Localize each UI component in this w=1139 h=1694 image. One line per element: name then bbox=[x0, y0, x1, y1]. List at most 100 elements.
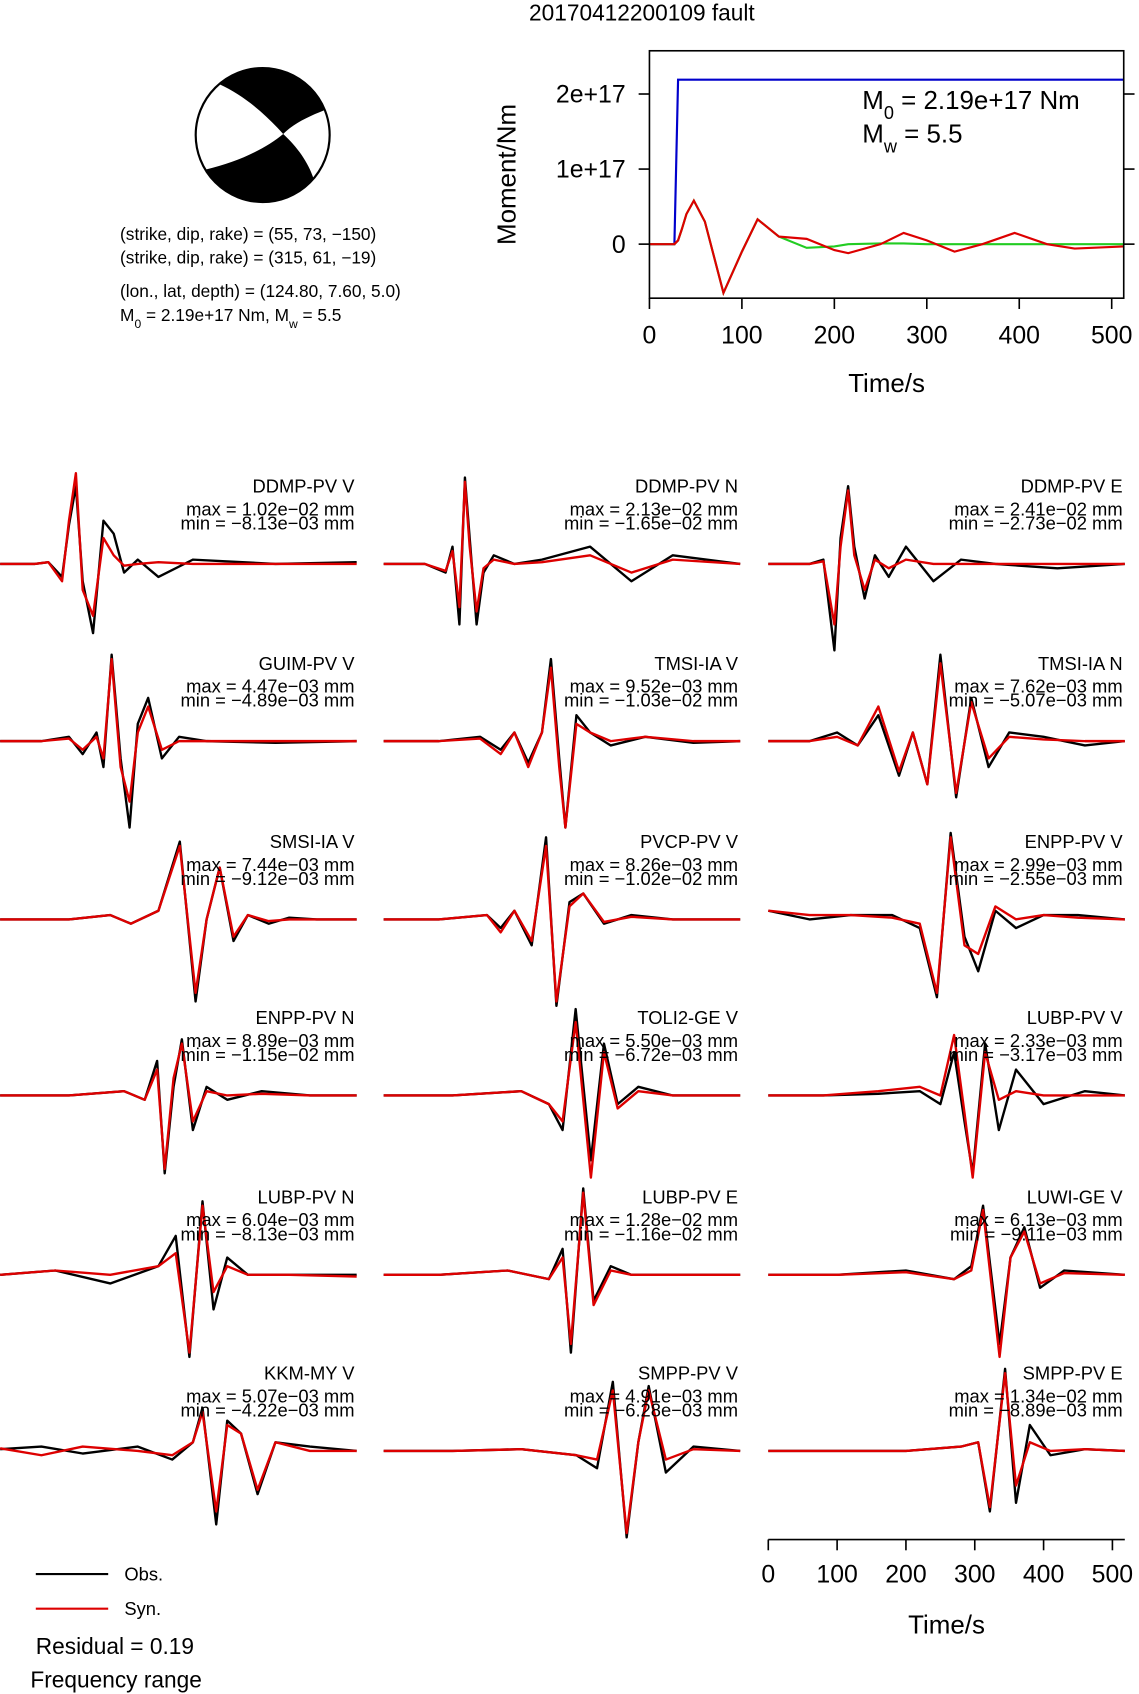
x-axis-label: Time/s bbox=[908, 1612, 985, 1640]
x-tick-label: 500 bbox=[1091, 323, 1132, 350]
max-label: max = 8.89e−03 mm bbox=[186, 1030, 354, 1051]
plot-frame bbox=[648, 49, 1125, 299]
max-label: max = 5.07e−03 mm bbox=[186, 1385, 354, 1406]
station-label: TMSI-IA N bbox=[1038, 653, 1123, 674]
synthetic-trace bbox=[383, 480, 741, 613]
min-label: min = −2.55e−03 mm bbox=[949, 868, 1123, 889]
min-label: min = −3.17e−03 mm bbox=[949, 1044, 1123, 1065]
station-label: LUBP-PV E bbox=[642, 1187, 738, 1208]
figure-title: 20170412200109 fault bbox=[529, 0, 755, 26]
x-tick-label: 100 bbox=[721, 323, 762, 350]
synthetic-trace bbox=[383, 1020, 741, 1179]
mechanism-text: (strike, dip, rake) = (55, 73, −150) (str… bbox=[120, 224, 401, 331]
text-segment: = 5.5 bbox=[897, 121, 963, 149]
station-label: DDMP-PV E bbox=[1021, 476, 1123, 497]
annotation: M0 = 2.19e+17 Nm bbox=[862, 87, 1079, 123]
beach-ball bbox=[194, 66, 331, 204]
min-label: min = −1.65e−02 mm bbox=[564, 512, 738, 533]
legend-label: Syn. bbox=[124, 1598, 161, 1619]
station-label: DDMP-PV N bbox=[635, 476, 738, 497]
max-label: max = 1.28e−02 mm bbox=[570, 1209, 738, 1230]
frequency-range: Frequency range bbox=[30, 1667, 201, 1693]
subscript: 0 bbox=[134, 317, 141, 331]
mechanism-line: (strike, dip, rake) = (55, 73, −150) bbox=[120, 224, 376, 244]
synthetic-trace bbox=[383, 1389, 741, 1535]
x-tick-label: 0 bbox=[643, 323, 657, 350]
min-label: min = −2.73e−02 mm bbox=[949, 512, 1123, 533]
subscript: w bbox=[288, 317, 298, 331]
station-label: LUBP-PV N bbox=[258, 1187, 355, 1208]
max-label: max = 5.50e−03 mm bbox=[570, 1030, 738, 1051]
y-axis-label: Moment/Nm bbox=[493, 104, 521, 245]
residual: Residual = 0.19 bbox=[36, 1633, 194, 1659]
station-label: TOLI2-GE V bbox=[637, 1007, 738, 1028]
station-label: LUBP-PV V bbox=[1027, 1007, 1124, 1028]
synthetic-trace bbox=[0, 1204, 357, 1354]
min-label: min = −6.28e−03 mm bbox=[564, 1399, 738, 1420]
x-tick-label: 500 bbox=[1092, 1562, 1133, 1589]
max-label: max = 2.13e−02 mm bbox=[570, 498, 738, 519]
synthetic-trace bbox=[0, 657, 357, 803]
max-label: max = 1.34e−02 mm bbox=[954, 1385, 1122, 1406]
text-segment: = 2.19e+17 Nm, M bbox=[141, 305, 289, 325]
synthetic-trace bbox=[0, 844, 357, 995]
max-label: max = 6.04e−03 mm bbox=[186, 1209, 354, 1230]
station-label: GUIM-PV V bbox=[259, 653, 356, 674]
x-tick-label: 400 bbox=[1023, 1562, 1064, 1589]
moment-line: M0 = 2.19e+17 Nm, Mw = 5.5 bbox=[120, 305, 341, 331]
mechanism-line: (strike, dip, rake) = (315, 61, −19) bbox=[120, 248, 376, 268]
min-label: min = −8.13e−03 mm bbox=[180, 512, 354, 533]
min-label: min = −4.22e−03 mm bbox=[180, 1399, 354, 1420]
station-label: DDMP-PV V bbox=[252, 476, 355, 497]
moment-chart: 0 100 200 300 400 500 2e+17 1e+17 0 Time/s Moment/… bbox=[493, 49, 1135, 398]
min-label: min = −8.89e−03 mm bbox=[949, 1399, 1123, 1420]
y-tick-label: 2e+17 bbox=[556, 82, 626, 109]
min-label: min = −4.89e−03 mm bbox=[180, 690, 354, 711]
min-label: min = −9.11e−03 mm bbox=[950, 1223, 1123, 1244]
station-label: ENPP-PV N bbox=[256, 1007, 355, 1028]
max-label: max = 4.47e−03 mm bbox=[186, 676, 354, 697]
text-segment: M bbox=[862, 121, 884, 149]
synthetic-trace bbox=[0, 1410, 357, 1513]
min-label: min = −1.02e−02 mm bbox=[564, 868, 738, 889]
synthetic-trace bbox=[383, 1191, 741, 1346]
beach-ball-lobe bbox=[205, 133, 314, 202]
max-label: max = 4.91e−03 mm bbox=[570, 1385, 738, 1406]
station-label: LUWI-GE V bbox=[1027, 1187, 1124, 1208]
synthetic-trace bbox=[768, 836, 1125, 995]
synthetic-trace bbox=[768, 1371, 1125, 1509]
max-label: max = 2.99e−03 mm bbox=[954, 854, 1122, 875]
max-label: max = 1.02e−02 mm bbox=[186, 498, 354, 519]
station-label: SMPP-PV E bbox=[1023, 1363, 1123, 1384]
subscript: w bbox=[883, 137, 898, 157]
x-tick-label: 200 bbox=[885, 1562, 926, 1589]
x-tick-label: 200 bbox=[814, 323, 855, 350]
annotation: Mw = 5.5 bbox=[862, 121, 962, 157]
min-label: min = −5.07e−03 mm bbox=[949, 690, 1123, 711]
max-label: max = 7.62e−03 mm bbox=[954, 676, 1122, 697]
synthetic-trace bbox=[768, 1033, 1125, 1179]
station-label: SMPP-PV V bbox=[638, 1363, 739, 1384]
synthetic-trace bbox=[768, 662, 1125, 795]
x-tick-label: 300 bbox=[906, 323, 947, 350]
max-label: max = 8.26e−03 mm bbox=[570, 854, 738, 875]
text-segment: M bbox=[120, 305, 134, 325]
station-label: KKM-MY V bbox=[264, 1363, 355, 1384]
min-label: min = −1.16e−02 mm bbox=[564, 1223, 738, 1244]
